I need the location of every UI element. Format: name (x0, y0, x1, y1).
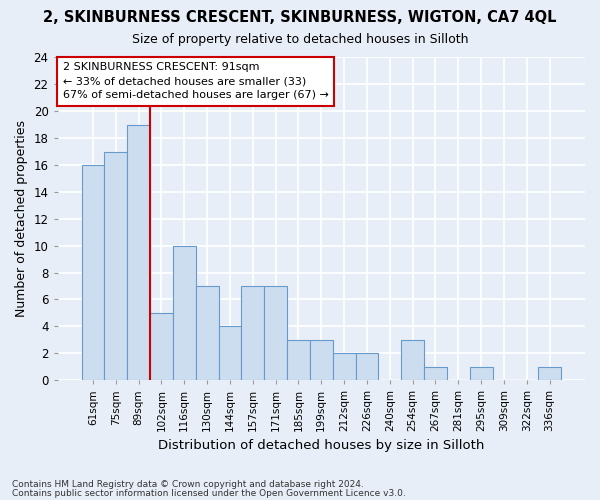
Bar (538, 366, 561, 380)
Text: 2 SKINBURNESS CRESCENT: 91sqm
← 33% of detached houses are smaller (33)
67% of s: 2 SKINBURNESS CRESCENT: 91sqm ← 33% of d… (63, 62, 329, 100)
Bar (196, 286, 218, 380)
Bar (401, 340, 424, 380)
X-axis label: Distribution of detached houses by size in Silloth: Distribution of detached houses by size … (158, 440, 484, 452)
Bar (310, 340, 333, 380)
Bar (356, 353, 379, 380)
Bar (287, 340, 310, 380)
Text: 2, SKINBURNESS CRESCENT, SKINBURNESS, WIGTON, CA7 4QL: 2, SKINBURNESS CRESCENT, SKINBURNESS, WI… (43, 10, 557, 25)
Text: Size of property relative to detached houses in Silloth: Size of property relative to detached ho… (132, 32, 468, 46)
Bar (470, 366, 493, 380)
Bar (104, 152, 127, 380)
Bar (264, 286, 287, 380)
Bar (173, 246, 196, 380)
Text: Contains HM Land Registry data © Crown copyright and database right 2024.: Contains HM Land Registry data © Crown c… (12, 480, 364, 489)
Bar (82, 165, 104, 380)
Text: Contains public sector information licensed under the Open Government Licence v3: Contains public sector information licen… (12, 488, 406, 498)
Bar (333, 353, 356, 380)
Y-axis label: Number of detached properties: Number of detached properties (15, 120, 28, 318)
Bar (424, 366, 447, 380)
Bar (127, 124, 150, 380)
Bar (150, 313, 173, 380)
Bar (218, 326, 241, 380)
Bar (241, 286, 264, 380)
